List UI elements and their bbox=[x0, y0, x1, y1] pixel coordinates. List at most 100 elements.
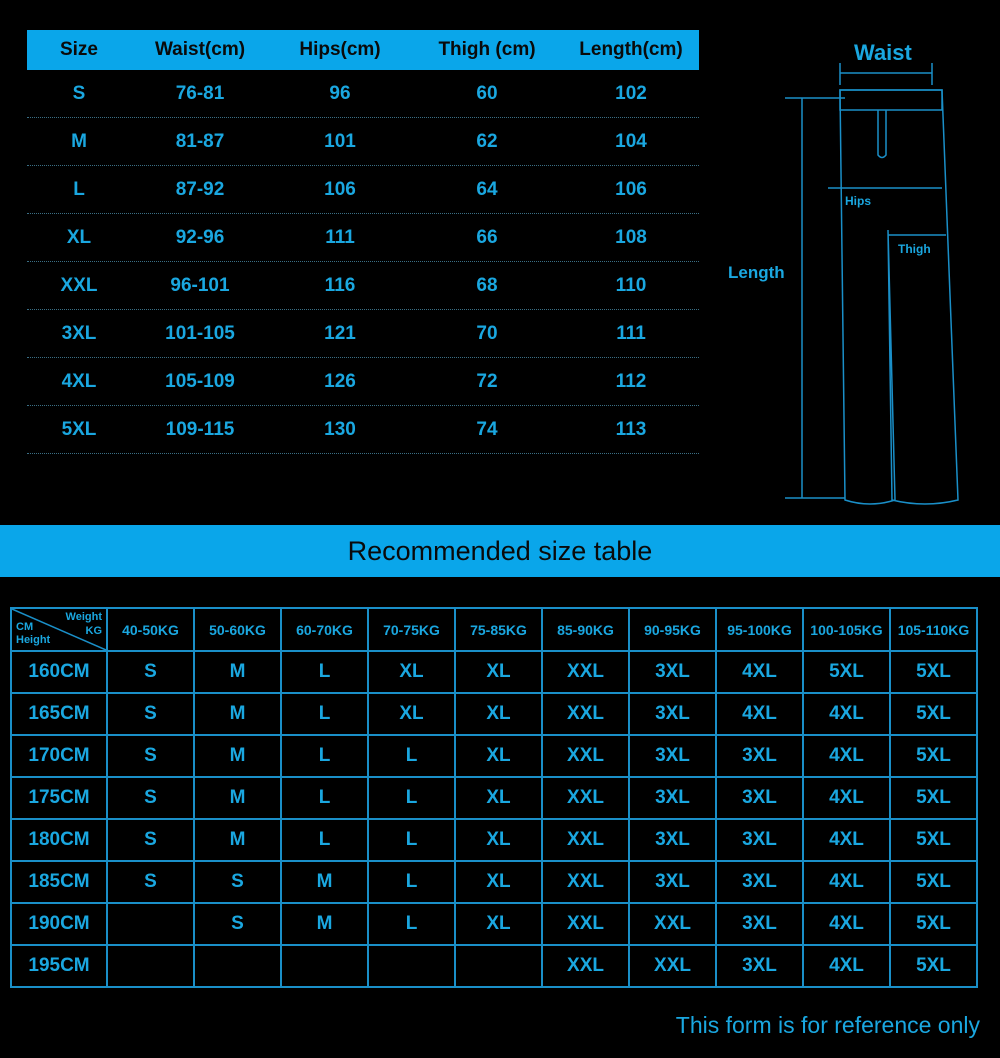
size-cell: XL bbox=[367, 650, 456, 694]
size-cell: 101 bbox=[324, 130, 356, 152]
size-cell: 111 bbox=[325, 226, 355, 248]
table-row: 180CM S M L L XL XXL 3XL 3XL 4XL 5XL bbox=[10, 818, 978, 862]
size-cell: 5XL bbox=[889, 944, 978, 988]
kg-label: KG bbox=[85, 625, 103, 637]
size-header-cell: Size bbox=[59, 39, 99, 60]
size-cell: 66 bbox=[476, 226, 498, 248]
size-cell: 4XL bbox=[61, 370, 97, 392]
size-cell: 3XL bbox=[715, 818, 804, 862]
size-cell bbox=[454, 944, 543, 988]
size-cell: 102 bbox=[615, 82, 647, 104]
size-cell: 3XL bbox=[61, 322, 97, 344]
size-cell: 126 bbox=[324, 370, 356, 392]
size-cell: XL bbox=[454, 902, 543, 946]
size-cell: XXL bbox=[541, 734, 630, 778]
size-cell: XL bbox=[454, 692, 543, 736]
size-cell: S bbox=[106, 776, 195, 820]
size-cell: L bbox=[367, 860, 456, 904]
size-cell: 3XL bbox=[715, 776, 804, 820]
size-cell bbox=[106, 944, 195, 988]
corner-cell: Weight KG CM Height bbox=[10, 607, 108, 652]
table-row: XL 92-96 111 66 108 bbox=[27, 214, 699, 262]
size-cell: 64 bbox=[476, 178, 498, 200]
size-header-cell: Hips(cm) bbox=[299, 39, 381, 60]
size-cell: 112 bbox=[615, 370, 647, 392]
size-cell: 4XL bbox=[802, 734, 891, 778]
size-cell: XXL bbox=[541, 818, 630, 862]
size-cell: 4XL bbox=[715, 692, 804, 736]
height-cell: 180CM bbox=[10, 818, 108, 862]
size-cell: XXL bbox=[541, 860, 630, 904]
size-table-header: Size Waist(cm) Hips(cm) Thigh (cm) Length(cm… bbox=[27, 30, 699, 70]
size-cell: 5XL bbox=[889, 650, 978, 694]
size-cell: 4XL bbox=[802, 776, 891, 820]
table-row: 5XL 109-115 130 74 113 bbox=[27, 406, 699, 454]
size-cell: L bbox=[280, 650, 369, 694]
height-cell: 175CM bbox=[10, 776, 108, 820]
size-cell: 3XL bbox=[628, 860, 717, 904]
size-cell: XL bbox=[454, 860, 543, 904]
size-cell: S bbox=[193, 902, 282, 946]
size-cell: M bbox=[193, 692, 282, 736]
size-cell: S bbox=[72, 82, 86, 104]
table-row: 160CM S M L XL XL XXL 3XL 4XL 5XL 5XL bbox=[10, 650, 978, 694]
size-cell: M bbox=[193, 818, 282, 862]
size-cell: S bbox=[106, 734, 195, 778]
weight-header: 50-60KG bbox=[193, 607, 282, 652]
reference-note: This form is for reference only bbox=[675, 1012, 980, 1038]
hips-label: Hips bbox=[845, 194, 871, 208]
size-cell: XXL bbox=[541, 692, 630, 736]
size-cell: 62 bbox=[476, 130, 498, 152]
size-cell: XL bbox=[66, 226, 92, 248]
weight-header: 75-85KG bbox=[454, 607, 543, 652]
weight-header: 105-110KG bbox=[889, 607, 978, 652]
size-cell: 4XL bbox=[802, 902, 891, 946]
size-cell: XXL bbox=[628, 944, 717, 988]
size-cell: 4XL bbox=[802, 692, 891, 736]
size-cell: 4XL bbox=[715, 650, 804, 694]
weight-header: 100-105KG bbox=[802, 607, 891, 652]
size-cell: S bbox=[106, 860, 195, 904]
size-cell: 110 bbox=[615, 274, 647, 296]
size-cell: 3XL bbox=[715, 860, 804, 904]
size-cell: L bbox=[280, 776, 369, 820]
size-cell: 5XL bbox=[889, 692, 978, 736]
size-cell: L bbox=[367, 902, 456, 946]
size-cell: 5XL bbox=[889, 860, 978, 904]
size-cell: 4XL bbox=[802, 860, 891, 904]
weight-header: 90-95KG bbox=[628, 607, 717, 652]
height-cell: 170CM bbox=[10, 734, 108, 778]
size-cell: M bbox=[71, 130, 87, 152]
weight-label: Weight bbox=[65, 611, 102, 623]
size-cell: L bbox=[367, 734, 456, 778]
size-cell: 74 bbox=[476, 418, 498, 440]
table-row: 195CM XXL XXL 3XL 4XL 5XL bbox=[10, 944, 978, 988]
size-cell: L bbox=[280, 818, 369, 862]
size-cell: L bbox=[367, 818, 456, 862]
size-cell: 104 bbox=[615, 130, 647, 152]
size-cell: S bbox=[193, 860, 282, 904]
height-cell: 190CM bbox=[10, 902, 108, 946]
size-cell: 5XL bbox=[61, 418, 97, 440]
waist-label: Waist bbox=[854, 40, 913, 65]
table-row: M 81-87 101 62 104 bbox=[27, 118, 699, 166]
size-cell: 5XL bbox=[889, 734, 978, 778]
size-cell: S bbox=[106, 650, 195, 694]
size-cell: 96 bbox=[329, 82, 351, 104]
weight-header: 60-70KG bbox=[280, 607, 369, 652]
size-cell: 76-81 bbox=[175, 82, 225, 104]
size-cell: M bbox=[280, 860, 369, 904]
size-cell: XL bbox=[454, 776, 543, 820]
weight-header-row: Weight KG CM Height 40-50KG 50-60KG 60-70KG… bbox=[10, 607, 978, 652]
size-cell: 111 bbox=[616, 322, 646, 344]
size-cell: 87-92 bbox=[175, 178, 225, 200]
size-cell bbox=[193, 944, 282, 988]
size-cell: XXL bbox=[541, 944, 630, 988]
size-cell: M bbox=[193, 734, 282, 778]
weight-header: 40-50KG bbox=[106, 607, 195, 652]
height-cell: 165CM bbox=[10, 692, 108, 736]
size-cell bbox=[367, 944, 456, 988]
size-header-cell: Length(cm) bbox=[579, 39, 683, 60]
table-row: S 76-81 96 60 102 bbox=[27, 70, 699, 118]
table-row: 3XL 101-105 121 70 111 bbox=[27, 310, 699, 358]
